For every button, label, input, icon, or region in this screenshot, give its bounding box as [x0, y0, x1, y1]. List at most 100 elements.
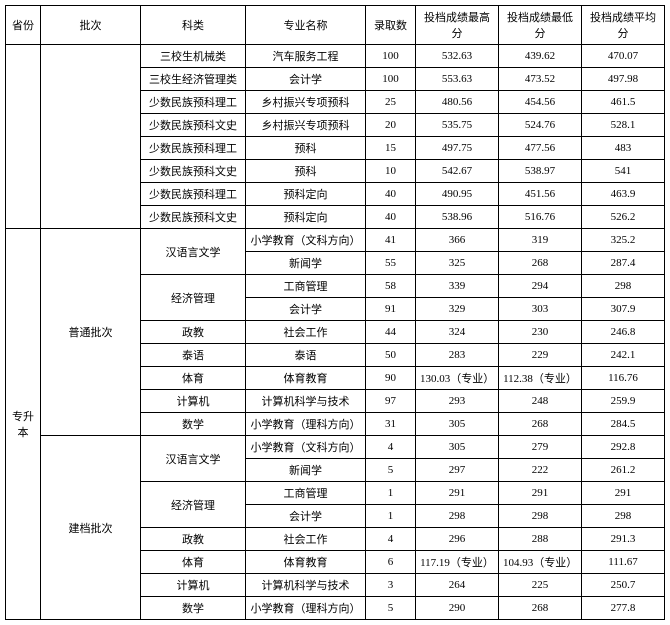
avg-cell: 242.1: [582, 344, 665, 367]
low-cell: 439.62: [499, 45, 582, 68]
province-cell: [6, 45, 41, 229]
col-major: 专业名称: [246, 6, 366, 45]
batch-cell: 普通批次: [41, 229, 141, 436]
high-cell: 293: [416, 390, 499, 413]
table-row: 建档批次汉语言文学小学教育（文科方向）4305279292.8: [6, 436, 665, 459]
low-cell: 222: [499, 459, 582, 482]
dept-cell: 体育: [141, 551, 246, 574]
low-cell: 288: [499, 528, 582, 551]
major-cell: 乡村振兴专项预科: [246, 114, 366, 137]
high-cell: 480.56: [416, 91, 499, 114]
avg-cell: 483: [582, 137, 665, 160]
major-cell: 小学教育（理科方向）: [246, 597, 366, 620]
col-high: 投档成绩最高分: [416, 6, 499, 45]
low-cell: 454.56: [499, 91, 582, 114]
low-cell: 248: [499, 390, 582, 413]
col-province: 省份: [6, 6, 41, 45]
admit-cell: 25: [366, 91, 416, 114]
avg-cell: 287.4: [582, 252, 665, 275]
admit-cell: 4: [366, 436, 416, 459]
dept-cell: 计算机: [141, 574, 246, 597]
high-cell: 305: [416, 436, 499, 459]
dept-cell: 三校生经济管理类: [141, 68, 246, 91]
major-cell: 汽车服务工程: [246, 45, 366, 68]
dept-cell: 少数民族预科理工: [141, 137, 246, 160]
dept-cell: 经济管理: [141, 275, 246, 321]
admit-cell: 10: [366, 160, 416, 183]
major-cell: 体育教育: [246, 551, 366, 574]
low-cell: 104.93（专业）: [499, 551, 582, 574]
high-cell: 130.03（专业）: [416, 367, 499, 390]
high-cell: 324: [416, 321, 499, 344]
col-low: 投档成绩最低分: [499, 6, 582, 45]
admit-cell: 97: [366, 390, 416, 413]
major-cell: 预科: [246, 160, 366, 183]
major-cell: 新闻学: [246, 459, 366, 482]
major-cell: 工商管理: [246, 482, 366, 505]
avg-cell: 291: [582, 482, 665, 505]
admit-cell: 44: [366, 321, 416, 344]
dept-cell: 少数民族预科文史: [141, 206, 246, 229]
dept-cell: 数学: [141, 597, 246, 620]
dept-cell: 少数民族预科文史: [141, 114, 246, 137]
admit-cell: 100: [366, 45, 416, 68]
table-row: 三校生机械类汽车服务工程100532.63439.62470.07: [6, 45, 665, 68]
dept-cell: 泰语: [141, 344, 246, 367]
header-row: 省份 批次 科类 专业名称 录取数 投档成绩最高分 投档成绩最低分 投档成绩平均…: [6, 6, 665, 45]
avg-cell: 497.98: [582, 68, 665, 91]
high-cell: 532.63: [416, 45, 499, 68]
major-cell: 小学教育（文科方向）: [246, 436, 366, 459]
major-cell: 新闻学: [246, 252, 366, 275]
admit-cell: 100: [366, 68, 416, 91]
low-cell: 268: [499, 413, 582, 436]
admit-cell: 91: [366, 298, 416, 321]
high-cell: 305: [416, 413, 499, 436]
high-cell: 296: [416, 528, 499, 551]
major-cell: 预科: [246, 137, 366, 160]
low-cell: 451.56: [499, 183, 582, 206]
admit-cell: 1: [366, 505, 416, 528]
admit-cell: 6: [366, 551, 416, 574]
admit-cell: 58: [366, 275, 416, 298]
avg-cell: 526.2: [582, 206, 665, 229]
high-cell: 366: [416, 229, 499, 252]
low-cell: 279: [499, 436, 582, 459]
admit-cell: 50: [366, 344, 416, 367]
avg-cell: 291.3: [582, 528, 665, 551]
avg-cell: 111.67: [582, 551, 665, 574]
high-cell: 329: [416, 298, 499, 321]
high-cell: 298: [416, 505, 499, 528]
batch-cell: [41, 45, 141, 229]
avg-cell: 277.8: [582, 597, 665, 620]
avg-cell: 461.5: [582, 91, 665, 114]
avg-cell: 250.7: [582, 574, 665, 597]
low-cell: 298: [499, 505, 582, 528]
admit-cell: 20: [366, 114, 416, 137]
dept-cell: 三校生机械类: [141, 45, 246, 68]
major-cell: 乡村振兴专项预科: [246, 91, 366, 114]
high-cell: 290: [416, 597, 499, 620]
high-cell: 283: [416, 344, 499, 367]
high-cell: 291: [416, 482, 499, 505]
dept-cell: 体育: [141, 367, 246, 390]
table-row: 专升本普通批次汉语言文学小学教育（文科方向）41366319325.2: [6, 229, 665, 252]
low-cell: 291: [499, 482, 582, 505]
major-cell: 预科定向: [246, 206, 366, 229]
low-cell: 538.97: [499, 160, 582, 183]
batch-cell: 建档批次: [41, 436, 141, 620]
admit-cell: 90: [366, 367, 416, 390]
low-cell: 268: [499, 252, 582, 275]
admit-cell: 55: [366, 252, 416, 275]
avg-cell: 528.1: [582, 114, 665, 137]
dept-cell: 计算机: [141, 390, 246, 413]
dept-cell: 少数民族预科文史: [141, 160, 246, 183]
dept-cell: 汉语言文学: [141, 436, 246, 482]
high-cell: 297: [416, 459, 499, 482]
admit-cell: 5: [366, 459, 416, 482]
admit-cell: 4: [366, 528, 416, 551]
admit-cell: 3: [366, 574, 416, 597]
avg-cell: 325.2: [582, 229, 665, 252]
major-cell: 会计学: [246, 298, 366, 321]
low-cell: 268: [499, 597, 582, 620]
major-cell: 小学教育（文科方向）: [246, 229, 366, 252]
